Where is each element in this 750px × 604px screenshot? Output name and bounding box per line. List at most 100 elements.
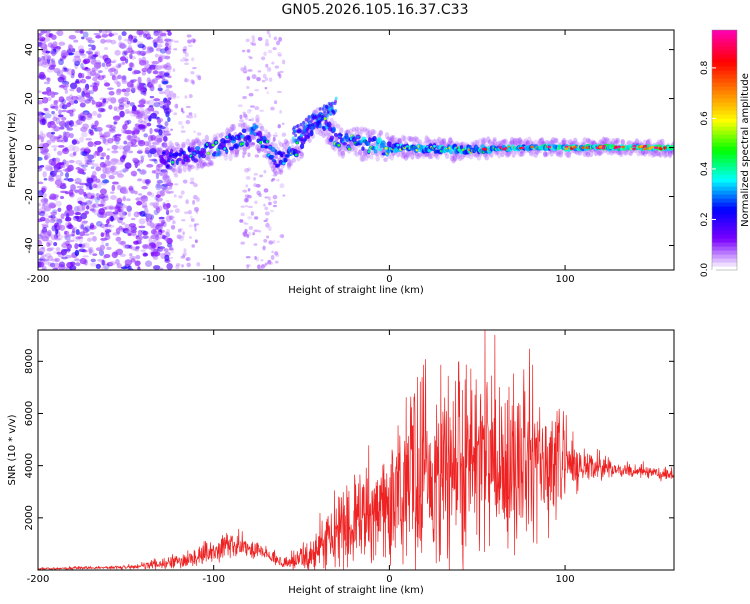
spectrogram-cell	[97, 146, 103, 153]
spectrogram-cell	[157, 233, 165, 240]
spectrogram-cell	[39, 118, 47, 126]
spectrogram-cell	[175, 263, 181, 267]
spectrogram-cell	[217, 150, 221, 156]
spectrogram-cell	[399, 150, 404, 158]
spectrogram-cell	[253, 229, 259, 233]
spectrogram-cell	[89, 225, 95, 230]
snr-ytick-label: 6000	[24, 401, 35, 426]
spectrogram-cell	[90, 123, 95, 130]
spectrogram-cell	[276, 40, 281, 46]
spectrogram-cell	[265, 222, 270, 228]
spectrogram-cell	[71, 230, 75, 237]
spectrogram-cell	[160, 170, 165, 177]
spectrogram-cell	[318, 107, 322, 111]
spectrogram-cell	[509, 140, 515, 145]
spectrogram-cell	[234, 150, 240, 158]
spectrogram-cell	[554, 138, 559, 144]
spectrogram-cell	[39, 151, 47, 154]
spectrogram-cell	[558, 150, 564, 158]
spectrogram-cell	[157, 87, 163, 92]
spectrogram-cell	[48, 202, 56, 209]
spectrogram-cell	[277, 139, 281, 145]
spectrogram-cell	[550, 137, 556, 144]
spectrogram-cell	[321, 107, 325, 111]
spectrogram-cell	[584, 149, 589, 156]
spectrogram-cell	[95, 166, 102, 172]
spectrogram-cell	[299, 152, 304, 159]
spectrogram-cell	[126, 81, 134, 88]
spectrogram-cell	[135, 234, 140, 238]
spectrogram-cell	[137, 118, 144, 124]
spectrogram-cell	[109, 125, 116, 129]
colorbar-segment	[712, 234, 737, 239]
spectrogram-cell	[266, 30, 270, 35]
spectrogram-cell	[265, 211, 270, 216]
spectrogram-cell	[470, 141, 475, 146]
spectrogram-cell	[163, 169, 168, 177]
spectrogram-cell	[99, 244, 106, 251]
spectrogram-cell	[74, 60, 80, 67]
spectrogram-cell	[46, 239, 53, 246]
spectrogram-cell	[79, 75, 84, 78]
spectrogram-cell	[57, 223, 62, 230]
snr-xtick-label: -100	[202, 574, 225, 585]
spectrogram-cell	[85, 37, 93, 41]
spectrogram-cell	[245, 184, 249, 188]
spectrogram-cell	[149, 202, 156, 206]
spectrogram-cell	[603, 137, 608, 145]
spectrogram-cell	[645, 139, 651, 146]
spectrogram-cell	[530, 149, 535, 158]
spectrogram-cell	[129, 53, 133, 60]
spectrogram-cell	[642, 151, 648, 157]
spectrogram-cell	[242, 221, 247, 224]
spectrogram-cell	[71, 139, 77, 145]
spectrogram-cell	[539, 139, 545, 145]
spectrogram-cell	[168, 46, 172, 49]
spectrogram-cell	[653, 150, 659, 157]
spectrogram-cell	[248, 109, 253, 112]
spectrogram-cell	[53, 67, 61, 74]
spectrogram-cell	[264, 86, 268, 90]
spectrogram-cell	[272, 134, 278, 137]
spectrogram-cell	[182, 141, 187, 147]
spectrogram-cell	[87, 52, 94, 56]
spectrogram-cell	[95, 101, 103, 108]
spectrogram-cell	[137, 229, 143, 237]
spectrogram-cell	[69, 132, 74, 139]
spectrogram-cell	[299, 122, 303, 127]
spectrogram-cell	[167, 31, 172, 36]
spectrogram-cell	[152, 153, 159, 158]
spectrogram-cell	[243, 232, 248, 238]
spectrogram-cell	[77, 169, 85, 174]
spectrogram-cell	[190, 164, 195, 170]
spectrogram-cell	[61, 116, 67, 121]
spectrogram-cell	[38, 208, 42, 213]
spectrogram-cell	[127, 226, 134, 231]
spectrogram-cell	[188, 94, 193, 99]
colorbar-segment	[712, 42, 737, 47]
spectrogram-cell	[389, 135, 395, 142]
spectrogram-cell	[323, 117, 327, 121]
spectrogram-cell	[146, 213, 152, 220]
spectrogram-cell	[127, 50, 132, 54]
colorbar-segment	[712, 118, 737, 123]
spectrogram-cell	[133, 110, 140, 115]
spectrogram-cell	[307, 123, 311, 128]
spectrogram-cell	[547, 145, 552, 149]
spectrogram-cell	[209, 160, 214, 166]
spectrogram-cell	[155, 241, 163, 246]
spectrogram-cell	[83, 148, 91, 154]
spectrogram-cell	[66, 102, 72, 108]
spectrogram-cell	[66, 166, 72, 173]
spectrogram-cell	[389, 152, 395, 161]
spectrogram-cell	[362, 149, 368, 157]
spectrogram-cell	[242, 147, 247, 155]
spectrogram-cell	[265, 63, 269, 68]
spectrogram-cell	[72, 123, 78, 127]
spectrogram-cell	[92, 170, 97, 177]
spectrogram-cell	[667, 150, 673, 159]
spectrogram-cell	[191, 244, 196, 248]
spectrogram-xtick-label: 100	[556, 274, 575, 285]
spectrogram-cell	[195, 137, 200, 144]
